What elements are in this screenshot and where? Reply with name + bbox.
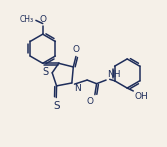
Text: NH: NH bbox=[108, 70, 121, 79]
Text: CH₃: CH₃ bbox=[20, 15, 34, 24]
Text: S: S bbox=[53, 101, 60, 111]
Text: S: S bbox=[43, 67, 49, 77]
Text: OH: OH bbox=[134, 92, 148, 101]
Text: O: O bbox=[86, 97, 93, 106]
Text: O: O bbox=[73, 45, 80, 54]
Text: N: N bbox=[74, 84, 81, 93]
Text: O: O bbox=[39, 15, 46, 24]
